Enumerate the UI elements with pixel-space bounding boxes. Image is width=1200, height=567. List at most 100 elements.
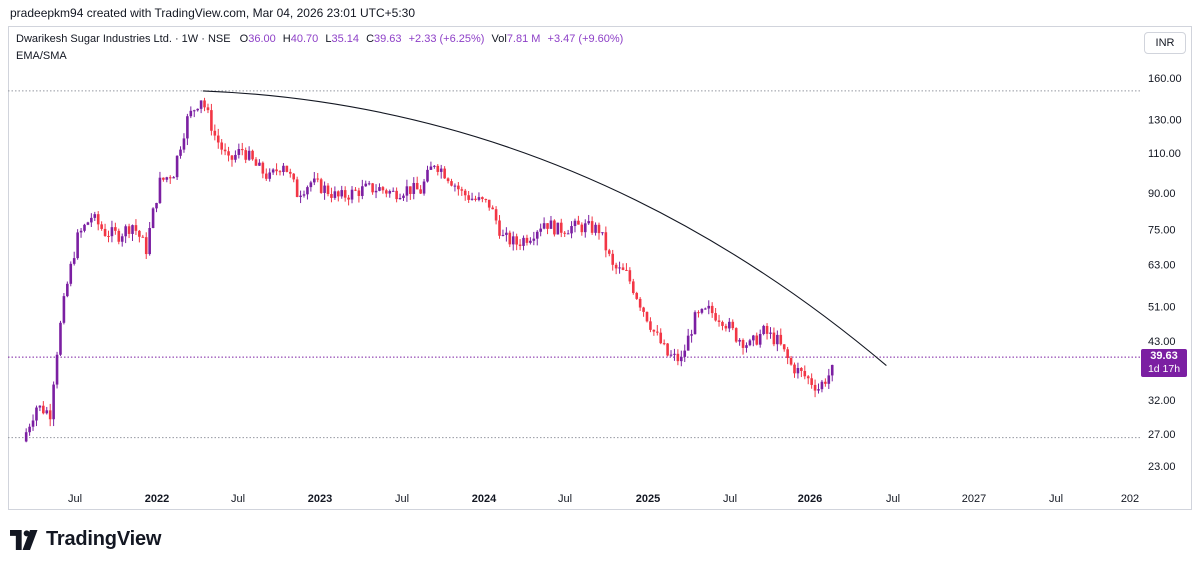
candle-body: [645, 311, 649, 322]
candle-body: [577, 220, 580, 225]
candle-body: [93, 214, 97, 218]
candle-body: [165, 177, 169, 180]
candle-body: [223, 149, 227, 152]
candle-body: [800, 367, 803, 371]
candle-body: [498, 220, 501, 236]
candle-body: [271, 169, 275, 173]
candle-body: [55, 354, 59, 385]
candle-body: [659, 332, 663, 344]
candle-body: [343, 190, 347, 198]
x-tick-label: 2024: [472, 493, 497, 505]
x-tick-label: Jul: [886, 493, 900, 505]
candle-body: [666, 343, 669, 356]
high-label: H: [282, 33, 291, 45]
candle-body: [559, 222, 563, 233]
candle-body: [62, 296, 66, 323]
x-tick-label: 2023: [308, 493, 332, 505]
candle-body: [539, 228, 542, 232]
candle-body: [731, 321, 735, 329]
candle-body: [487, 199, 491, 208]
candle-body: [426, 169, 429, 182]
candle-body: [381, 187, 385, 191]
candle-body: [216, 135, 220, 143]
candle-body: [457, 185, 460, 190]
candle-body: [556, 222, 560, 235]
candle-body: [206, 107, 210, 111]
candle-body: [563, 232, 566, 234]
candle-body: [268, 172, 272, 179]
candle-body: [625, 269, 628, 271]
candle-body: [24, 432, 28, 442]
candle-body: [474, 198, 477, 200]
candle-body: [361, 186, 364, 196]
candle-body: [463, 190, 467, 196]
open-value: 36.00: [248, 33, 276, 45]
candle-body: [254, 159, 258, 166]
currency-button[interactable]: INR: [1144, 32, 1186, 54]
candle-body: [470, 198, 474, 200]
low-label: L: [325, 33, 332, 45]
candle-body: [820, 381, 824, 390]
candle-body: [686, 335, 690, 351]
candle-body: [566, 233, 570, 235]
candle-body: [371, 183, 374, 193]
candle-body: [583, 223, 587, 233]
candle-body: [189, 110, 193, 117]
candle-body: [580, 224, 584, 233]
candle-body: [251, 150, 254, 160]
candle-body: [570, 226, 573, 234]
candle-body: [748, 340, 752, 346]
candle-body: [443, 168, 446, 179]
candle-body: [522, 237, 525, 246]
candle-body: [151, 208, 155, 228]
candle-body: [168, 177, 172, 179]
candle-body: [357, 190, 361, 196]
candle-body: [714, 313, 717, 321]
candle-body: [103, 228, 107, 236]
candle-body: [669, 354, 673, 356]
candle-body: [745, 345, 748, 348]
candle-body: [234, 154, 237, 160]
candle-body: [765, 325, 769, 334]
indicator-label[interactable]: EMA/SMA: [16, 50, 67, 62]
candle-body: [597, 224, 601, 234]
candle-body: [721, 321, 724, 326]
candle-body: [638, 298, 642, 308]
x-tick-label: Jul: [1049, 493, 1063, 505]
candle-body: [405, 186, 409, 196]
y-tick-label: 130.00: [1148, 115, 1182, 127]
y-tick-label: 23.00: [1148, 461, 1176, 473]
candle-body: [549, 220, 553, 229]
candle-body: [704, 308, 707, 310]
candle-body: [618, 267, 621, 269]
candle-body: [120, 236, 124, 242]
candle-body: [769, 332, 772, 334]
candle-body: [182, 138, 186, 150]
candle-body: [409, 186, 412, 194]
candle-body: [683, 350, 687, 357]
candle-body: [813, 384, 817, 391]
candle-body: [230, 155, 234, 160]
candle-body: [48, 410, 52, 420]
volume-label: Vol: [491, 33, 507, 45]
y-tick-label: 63.00: [1148, 259, 1176, 271]
candle-body: [144, 237, 148, 255]
candle-body: [793, 364, 796, 374]
candle-body: [340, 190, 344, 197]
x-tick-label: 2022: [145, 493, 169, 505]
candle-body: [515, 236, 518, 245]
candle-body: [59, 322, 62, 355]
x-tick-label: Jul: [231, 493, 245, 505]
candle-body: [312, 178, 316, 183]
candle-body: [299, 195, 302, 198]
tradingview-brand[interactable]: TradingView: [10, 528, 161, 551]
x-tick-label: 2025: [636, 493, 660, 505]
candle-body: [258, 162, 261, 166]
candle-body: [755, 335, 759, 345]
y-tick-label: 110.00: [1148, 148, 1181, 160]
candle-body: [508, 232, 512, 245]
candle-body: [494, 209, 498, 221]
candle-body: [374, 190, 378, 193]
candle-body: [604, 232, 608, 251]
